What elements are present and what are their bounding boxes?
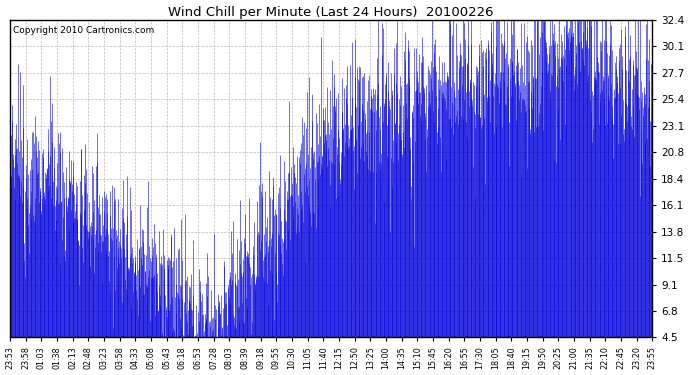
- Title: Wind Chill per Minute (Last 24 Hours)  20100226: Wind Chill per Minute (Last 24 Hours) 20…: [168, 6, 494, 18]
- Text: Copyright 2010 Cartronics.com: Copyright 2010 Cartronics.com: [13, 26, 155, 35]
